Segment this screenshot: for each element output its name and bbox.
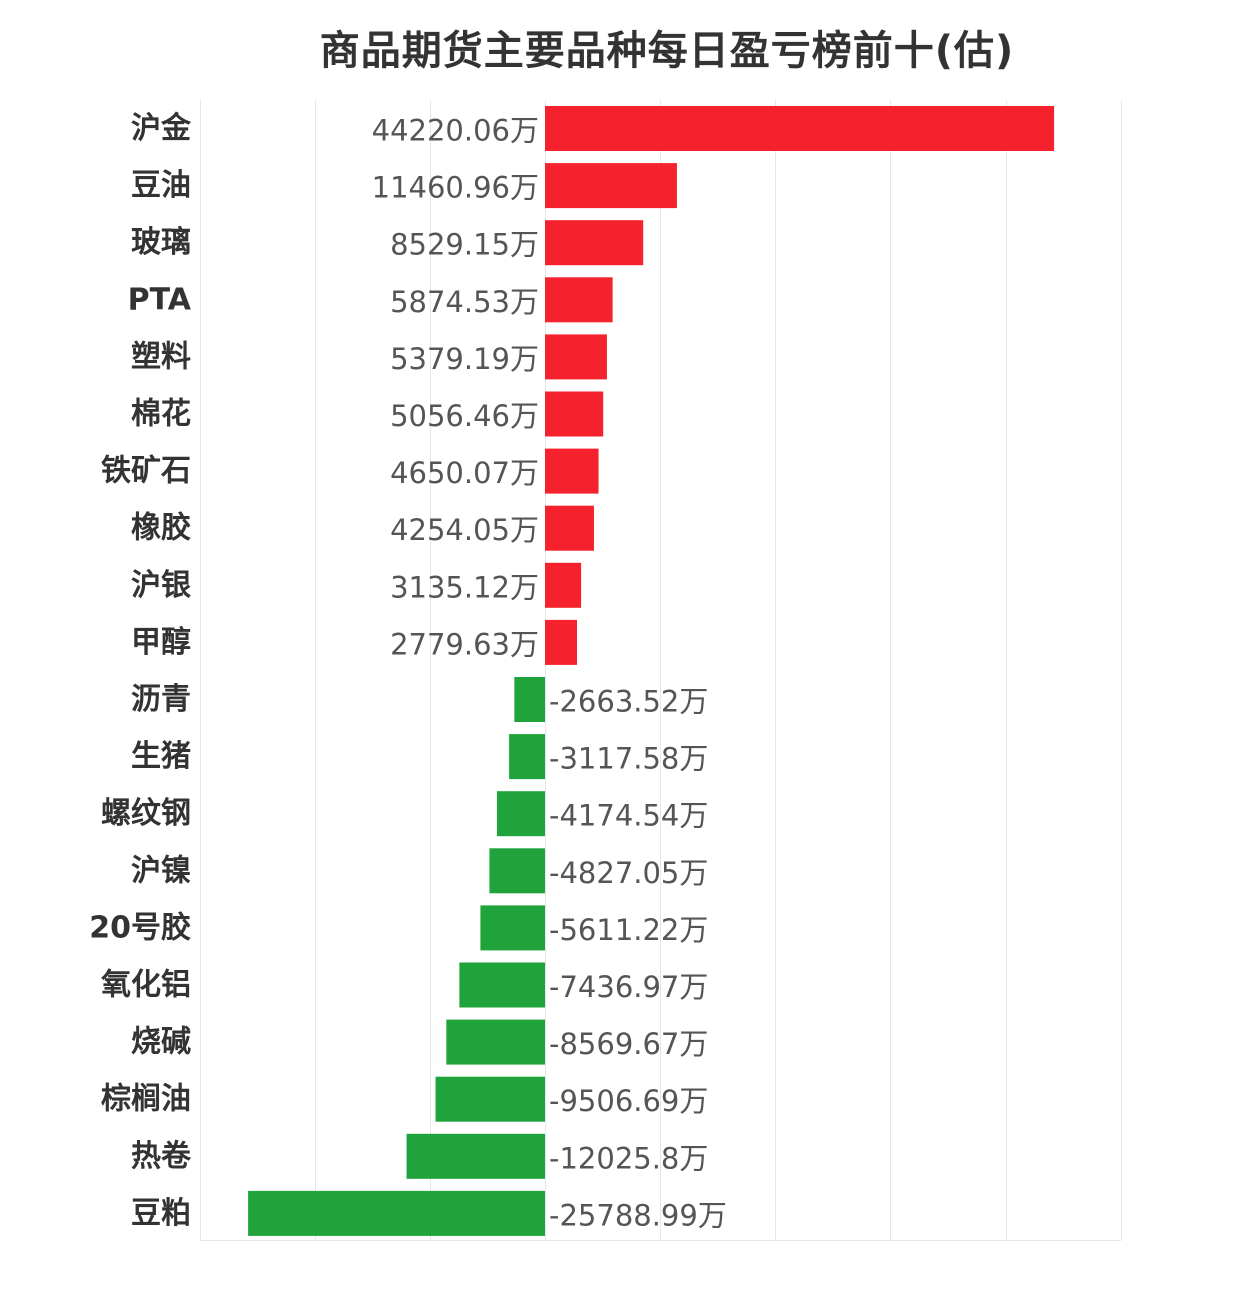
category-label: 棕榈油 xyxy=(101,1082,191,1117)
bar xyxy=(545,163,677,209)
value-label: -7436.97万 xyxy=(549,970,708,1004)
value-label: -25788.99万 xyxy=(549,1198,727,1232)
bar xyxy=(545,619,578,665)
category-label: PTA xyxy=(128,282,192,317)
category-label: 生猪 xyxy=(131,739,191,774)
bar xyxy=(406,1133,545,1179)
bar-layer xyxy=(248,106,1055,1236)
bar xyxy=(459,962,545,1008)
category-label: 热卷 xyxy=(131,1139,192,1174)
value-label: 4650.07万 xyxy=(390,456,539,490)
bar xyxy=(545,220,644,266)
value-label: 11460.96万 xyxy=(372,171,539,205)
category-label: 沪银 xyxy=(131,568,191,603)
value-label: 2779.63万 xyxy=(390,627,539,661)
category-label: 沪金 xyxy=(131,111,192,146)
value-label: -3117.58万 xyxy=(549,742,708,776)
value-label: 4254.05万 xyxy=(390,513,539,547)
category-label: 螺纹钢 xyxy=(101,796,191,831)
value-label: -2663.52万 xyxy=(549,685,708,719)
value-label: 5056.46万 xyxy=(390,399,539,433)
bar xyxy=(489,848,545,894)
category-label: 橡胶 xyxy=(131,511,191,546)
grid-layer xyxy=(200,100,1122,1241)
category-label: 豆油 xyxy=(131,168,191,203)
category-label: 甲醇 xyxy=(131,625,191,660)
bar xyxy=(435,1076,545,1122)
category-label: 棉花 xyxy=(131,397,191,432)
value-label: 3135.12万 xyxy=(390,570,539,604)
category-label: 豆粕 xyxy=(131,1196,191,1231)
category-label: 烧碱 xyxy=(131,1025,191,1060)
value-label: 5874.53万 xyxy=(390,285,539,319)
category-label: 20号胶 xyxy=(89,910,191,945)
category-label: 氧化铝 xyxy=(101,968,191,1003)
bar xyxy=(446,1019,545,1065)
bar xyxy=(545,277,613,323)
value-label: -8569.67万 xyxy=(549,1027,708,1061)
category-label: 沥青 xyxy=(131,682,191,717)
value-label: -12025.8万 xyxy=(549,1141,708,1175)
value-label: -5611.22万 xyxy=(549,913,708,947)
value-label: 8529.15万 xyxy=(390,228,539,262)
bar xyxy=(248,1190,545,1236)
value-label: -4174.54万 xyxy=(549,799,708,833)
bar xyxy=(545,334,607,380)
bar xyxy=(509,734,545,780)
category-label: 玻璃 xyxy=(131,225,191,260)
value-label: 5379.19万 xyxy=(390,342,539,376)
value-label: -4827.05万 xyxy=(549,856,708,890)
bar xyxy=(545,505,594,551)
bar xyxy=(496,791,545,837)
bar xyxy=(545,562,582,608)
category-label: 铁矿石 xyxy=(101,454,191,489)
chart-title: 商品期货主要品种每日盈亏榜前十(估) xyxy=(319,28,1015,74)
category-label: 沪镍 xyxy=(131,853,191,888)
bar xyxy=(545,391,604,437)
value-label: 44220.06万 xyxy=(372,114,539,148)
bar xyxy=(545,106,1055,151)
bar xyxy=(514,677,545,722)
value-label: -9506.69万 xyxy=(549,1084,708,1118)
category-label: 塑料 xyxy=(131,339,191,374)
bar xyxy=(545,448,599,494)
bar xyxy=(480,905,545,951)
